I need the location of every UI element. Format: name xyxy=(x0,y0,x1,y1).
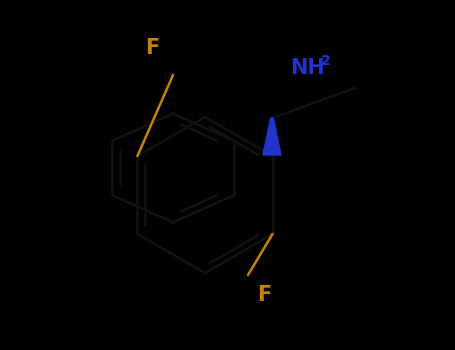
Polygon shape xyxy=(263,118,281,155)
Text: F: F xyxy=(257,285,271,305)
Text: 2: 2 xyxy=(321,54,331,68)
Text: NH: NH xyxy=(290,58,325,78)
Text: F: F xyxy=(145,38,159,58)
